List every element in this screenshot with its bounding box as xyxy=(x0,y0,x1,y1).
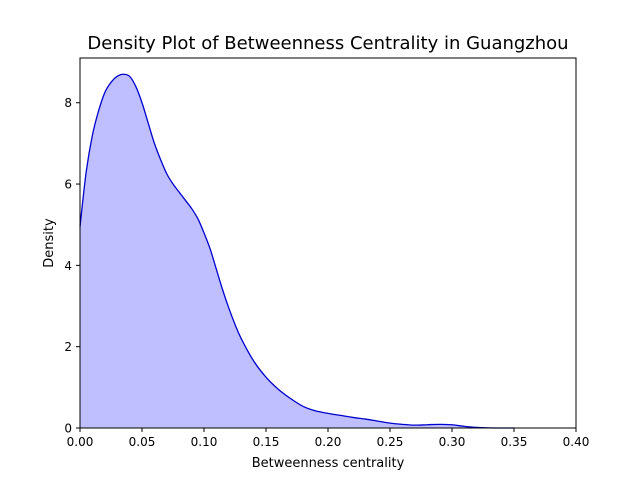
x-axis-ticks: 0.00 0.05 0.10 0.15 0.20 0.25 0.30 0.35 0.40 xyxy=(67,428,590,449)
density-fill-area xyxy=(80,74,514,428)
y-axis-ticks: 0 2 4 6 8 xyxy=(64,96,80,436)
y-tick-label: 4 xyxy=(64,259,72,273)
x-tick-label: 0.00 xyxy=(67,435,94,449)
y-tick-label: 0 xyxy=(64,422,72,436)
plot-area xyxy=(79,73,514,429)
chart-title: Density Plot of Betweenness Centrality i… xyxy=(87,33,568,54)
y-tick-label: 2 xyxy=(64,340,72,354)
y-tick-label: 8 xyxy=(64,96,72,110)
x-tick-label: 0.10 xyxy=(191,435,218,449)
y-tick-label: 6 xyxy=(64,178,72,192)
density-curve-line xyxy=(79,73,514,429)
x-tick-label: 0.30 xyxy=(439,435,466,449)
y-axis-label: Density xyxy=(42,218,57,268)
x-tick-label: 0.20 xyxy=(315,435,342,449)
x-tick-label: 0.15 xyxy=(253,435,280,449)
x-tick-label: 0.25 xyxy=(377,435,404,449)
x-tick-label: 0.35 xyxy=(501,435,528,449)
x-axis-label: Betweenness centrality xyxy=(252,456,405,471)
x-tick-label: 0.40 xyxy=(563,435,590,449)
x-tick-label: 0.05 xyxy=(129,435,156,449)
